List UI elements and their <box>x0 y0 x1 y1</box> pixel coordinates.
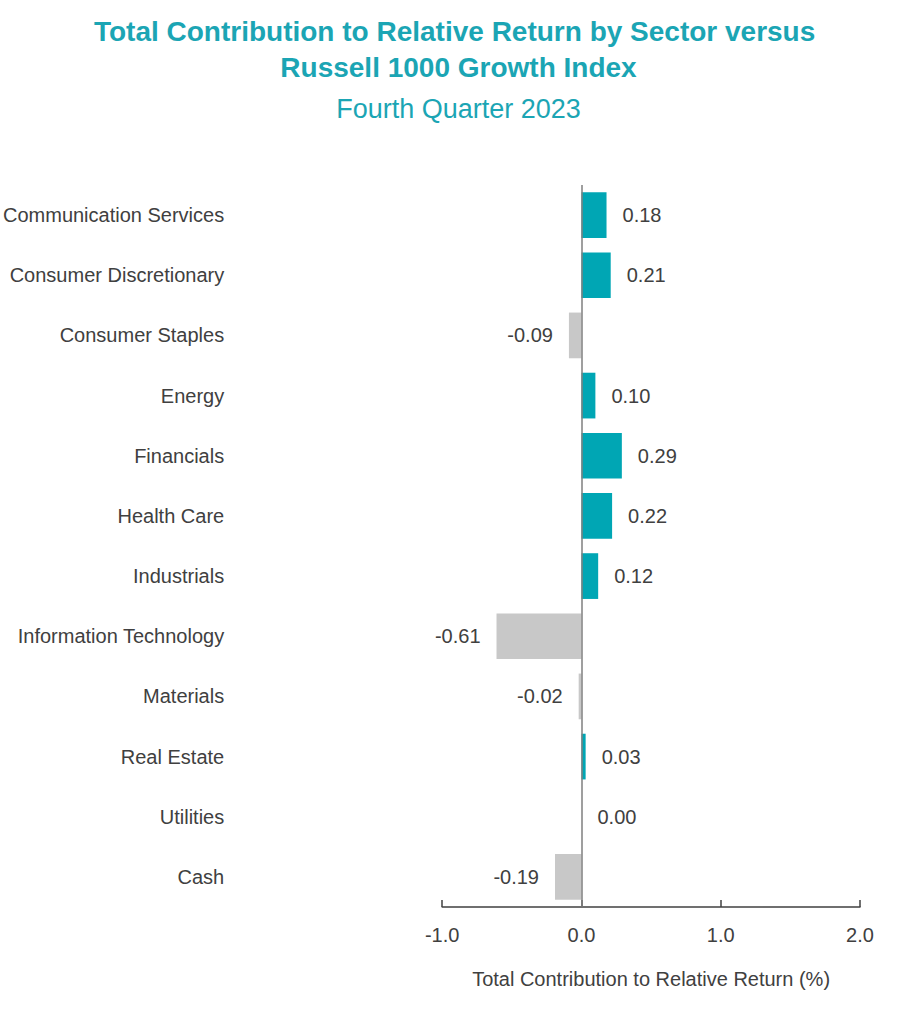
svg-text:0.00: 0.00 <box>597 806 636 828</box>
svg-text:Health Care: Health Care <box>117 505 224 527</box>
svg-text:Consumer Discretionary: Consumer Discretionary <box>10 264 225 286</box>
svg-text:Real Estate: Real Estate <box>121 746 224 768</box>
svg-text:1.0: 1.0 <box>707 924 735 946</box>
svg-text:Russell 1000 Growth Index: Russell 1000 Growth Index <box>280 52 637 83</box>
svg-text:Utilities: Utilities <box>160 806 224 828</box>
svg-text:0.29: 0.29 <box>638 445 677 467</box>
svg-text:2.0: 2.0 <box>846 924 874 946</box>
svg-text:Information Technology: Information Technology <box>18 625 224 647</box>
svg-text:-0.61: -0.61 <box>435 625 481 647</box>
svg-text:Consumer Staples: Consumer Staples <box>60 324 225 346</box>
svg-text:0.03: 0.03 <box>602 746 641 768</box>
svg-text:0.21: 0.21 <box>627 264 666 286</box>
svg-text:0.18: 0.18 <box>623 204 662 226</box>
svg-text:Financials: Financials <box>134 445 224 467</box>
svg-text:-0.19: -0.19 <box>493 866 539 888</box>
svg-text:-0.02: -0.02 <box>517 685 563 707</box>
svg-text:Total Contribution to Relative: Total Contribution to Relative Return by… <box>94 16 823 47</box>
svg-text:0.12: 0.12 <box>614 565 653 587</box>
svg-text:Energy: Energy <box>161 385 224 407</box>
svg-text:Materials: Materials <box>143 685 224 707</box>
svg-text:0.10: 0.10 <box>611 385 650 407</box>
svg-text:Total Contribution to Relative: Total Contribution to Relative Return (%… <box>472 968 830 990</box>
svg-text:-0.09: -0.09 <box>507 324 553 346</box>
svg-text:Fourth Quarter 2023: Fourth Quarter 2023 <box>336 94 581 124</box>
svg-text:Communication Services: Communication Services <box>3 204 224 226</box>
svg-text:0.22: 0.22 <box>628 505 667 527</box>
svg-text:-1.0: -1.0 <box>425 924 459 946</box>
svg-text:Cash: Cash <box>177 866 224 888</box>
svg-text:0.0: 0.0 <box>568 924 596 946</box>
svg-text:Industrials: Industrials <box>133 565 224 587</box>
